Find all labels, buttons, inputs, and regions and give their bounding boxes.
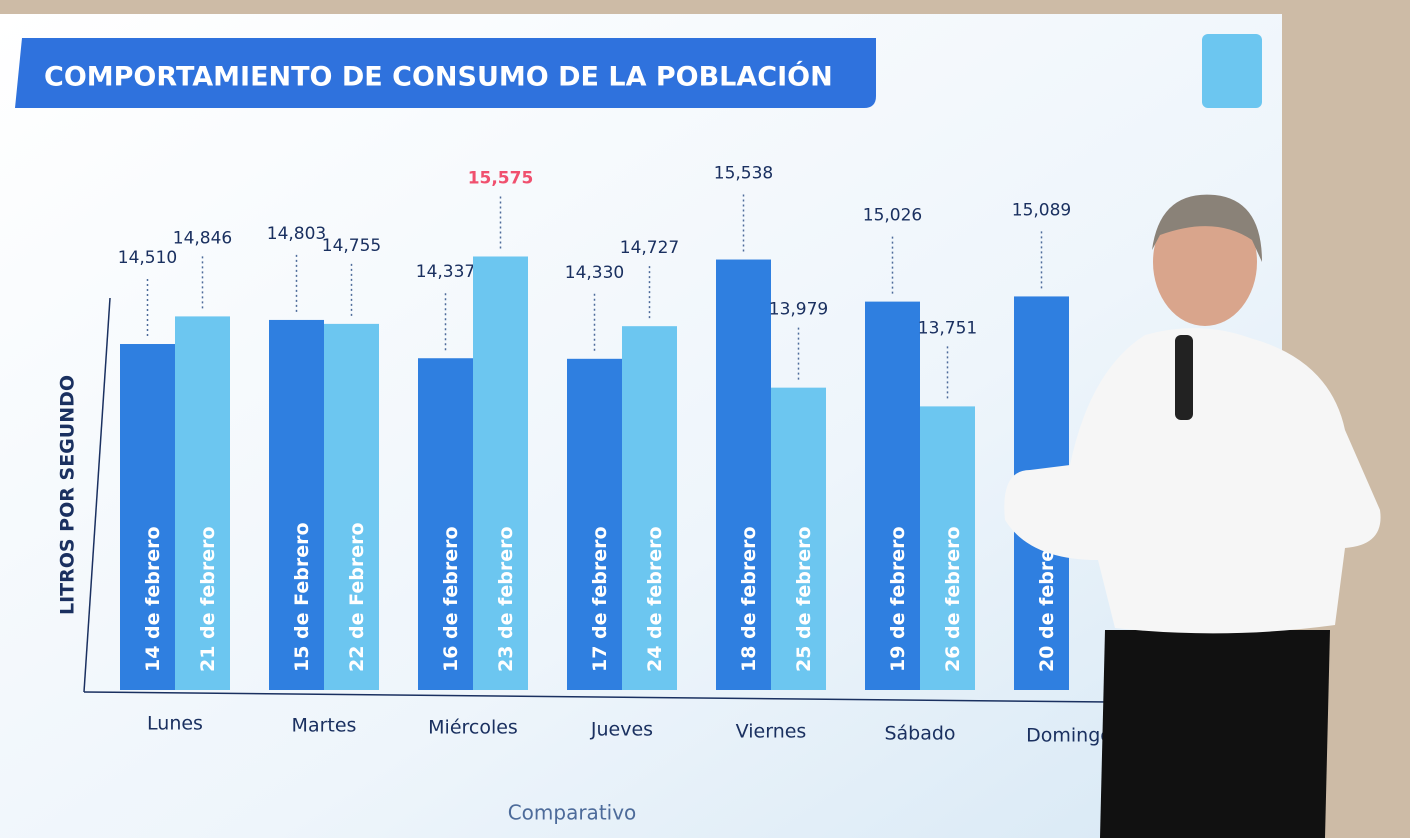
bar xyxy=(269,319,324,690)
microphone xyxy=(1175,335,1193,420)
value-label: 15,026 xyxy=(863,206,922,226)
value-label: 15,538 xyxy=(714,164,773,184)
x-tick-label: Jueves xyxy=(590,719,653,741)
value-label: 15,089 xyxy=(1012,200,1071,220)
value-label: 13,751 xyxy=(918,318,977,338)
value-label: 14,755 xyxy=(322,236,381,256)
y-axis xyxy=(83,297,111,693)
title-banner xyxy=(15,38,876,108)
x-tick-label: Sábado xyxy=(884,723,955,745)
value-label: 14,727 xyxy=(620,238,679,258)
bar-label: 19 de febrero xyxy=(887,526,909,672)
bar-label: 25 de febrero xyxy=(793,526,815,672)
bar-label: 17 de febrero xyxy=(589,526,611,672)
speaker xyxy=(1004,194,1381,838)
bar-label: 26 de febrero xyxy=(942,526,964,672)
bar-label: 23 de febrero xyxy=(495,526,517,672)
value-label: 15,575 xyxy=(468,168,534,188)
bar-label: 14 de febrero xyxy=(142,526,164,672)
logo xyxy=(1202,34,1262,108)
bar xyxy=(324,323,379,690)
value-label: 14,846 xyxy=(173,228,232,248)
bar xyxy=(567,358,622,690)
bar-label: 16 de febrero xyxy=(440,526,462,672)
x-axis-label: Comparativo xyxy=(508,801,637,825)
bar xyxy=(418,358,473,690)
bar xyxy=(622,326,677,690)
bar xyxy=(771,387,826,690)
speaker-head xyxy=(1153,198,1257,326)
value-label: 14,510 xyxy=(118,248,177,268)
bar xyxy=(920,406,975,690)
bar xyxy=(473,256,528,690)
x-axis xyxy=(83,691,1111,703)
speaker-shirt xyxy=(1004,328,1381,634)
bar xyxy=(120,344,175,690)
bar-label: 21 de febrero xyxy=(197,526,219,672)
value-label: 14,337 xyxy=(416,262,475,282)
chart-title: COMPORTAMIENTO DE CONSUMO DE LA POBLACIÓ… xyxy=(44,61,833,93)
x-tick-label: Martes xyxy=(292,715,357,737)
y-axis-label: LITROS POR SEGUNDO xyxy=(57,375,79,615)
bar-label: 24 de febrero xyxy=(644,526,666,672)
plot: 14,510 14 de febrero 14,803 15 de Febrero 14… xyxy=(118,164,1112,747)
bar-label: 20 de febrero xyxy=(1036,526,1058,672)
bar-label: 18 de febrero xyxy=(738,526,760,672)
bar-label: 15 de Febrero xyxy=(291,522,313,672)
value-label: 14,803 xyxy=(267,224,326,244)
bar-label: 22 de Febrero xyxy=(346,522,368,672)
bar xyxy=(716,259,771,690)
speaker-pants xyxy=(1100,630,1330,838)
x-tick-label: Lunes xyxy=(147,713,203,735)
x-tick-label: Viernes xyxy=(736,721,807,743)
speaker-hair xyxy=(1152,194,1262,262)
value-label: 13,979 xyxy=(769,300,828,320)
x-tick-label: Miércoles xyxy=(428,717,518,739)
x-tick-label: Domingo xyxy=(1026,725,1112,747)
bar xyxy=(865,301,920,690)
value-label: 14,330 xyxy=(565,263,624,283)
bar xyxy=(175,316,230,690)
